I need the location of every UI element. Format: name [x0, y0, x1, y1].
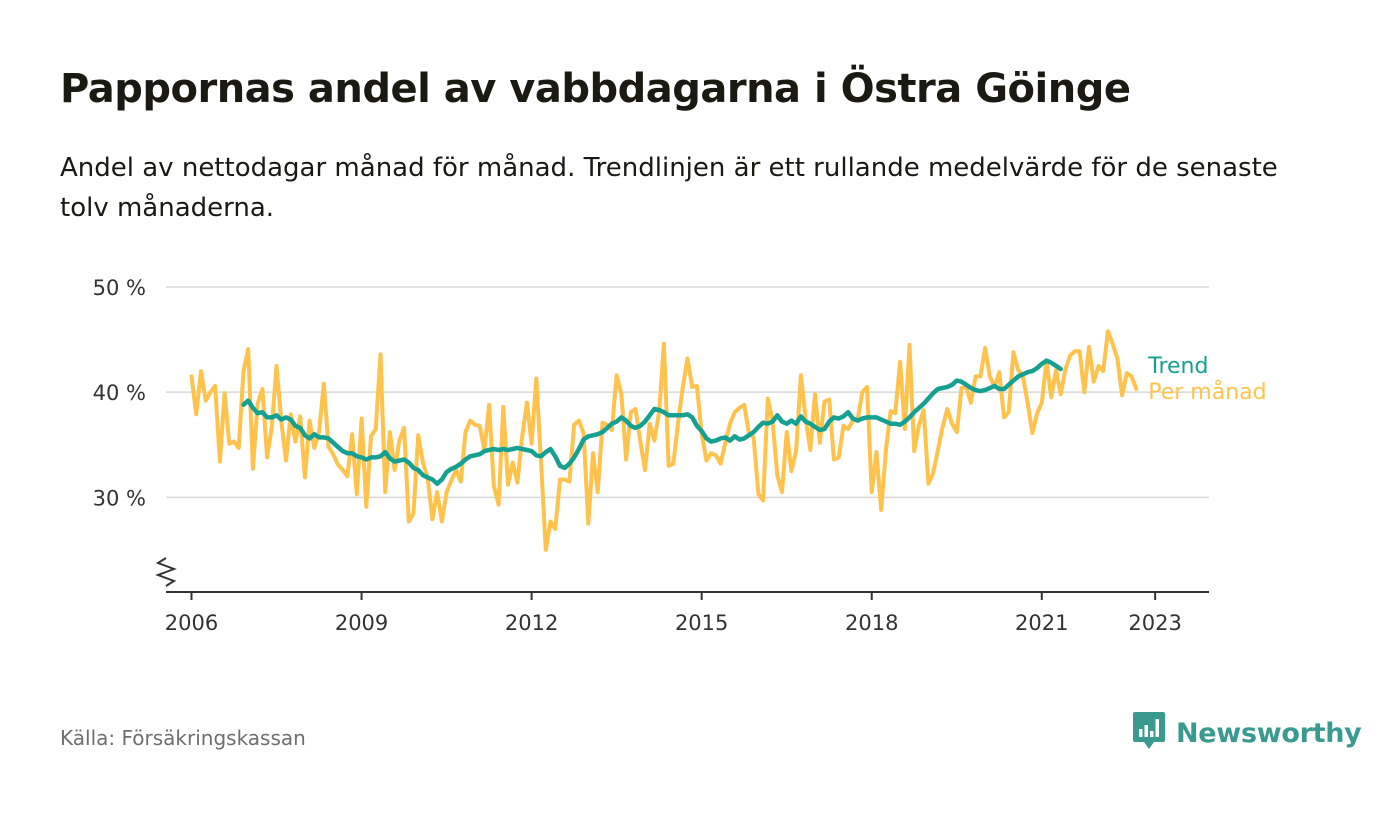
gridlines [166, 286, 1209, 499]
newsworthy-logo-icon [1132, 711, 1166, 755]
x-tick-label: 2023 [1128, 611, 1181, 635]
x-tick-label: 2012 [505, 611, 558, 635]
y-tick-label: 40 % [93, 381, 146, 405]
chart-subtitle: Andel av nettodagar månad för månad. Tre… [60, 153, 1278, 223]
y-axis-break-marker [155, 557, 177, 587]
x-tick-label: 2018 [845, 611, 898, 635]
series-lines [189, 329, 1139, 552]
brand[interactable]: Newsworthy [1132, 710, 1362, 756]
x-axis [155, 557, 1209, 593]
chart-title: Pappornas andel av vabbdagarna i Östra G… [60, 66, 1131, 112]
x-axis-ticks: 2006 2009 2012 2015 2018 2021 2023 [165, 592, 1182, 635]
y-tick-label: 50 % [93, 276, 146, 300]
source-note: Källa: Försäkringskassan [60, 726, 306, 750]
y-tick-label: 30 % [93, 486, 146, 510]
x-tick-label: 2021 [1015, 611, 1068, 635]
trend-line [241, 358, 1063, 486]
trend-series-label: Trend [1147, 354, 1208, 379]
y-axis-ticks: 30 % 40 % 50 % [93, 276, 146, 510]
brand-name: Newsworthy [1176, 717, 1362, 749]
monthly-line [189, 329, 1139, 552]
x-tick-label: 2009 [335, 611, 388, 635]
x-tick-label: 2006 [165, 611, 218, 635]
monthly-series-label: Per månad [1148, 379, 1266, 405]
x-tick-label: 2015 [675, 611, 728, 635]
